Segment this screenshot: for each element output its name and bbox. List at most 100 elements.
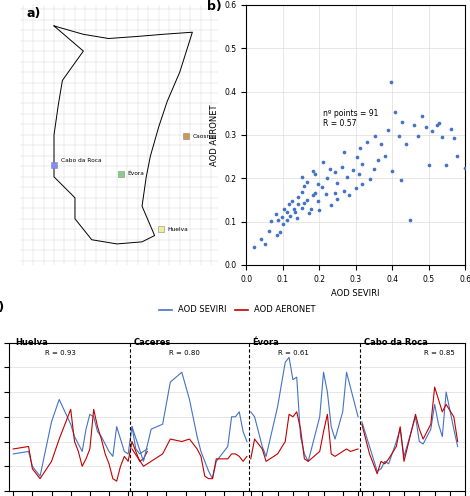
Point [352, 184, 360, 191]
Point [290, 205, 298, 213]
Point [355, 170, 363, 178]
Text: Huelva: Huelva [167, 227, 188, 232]
Point [333, 179, 341, 186]
Point [418, 112, 425, 120]
Point [358, 160, 366, 168]
Point [433, 121, 441, 129]
Point [453, 152, 461, 160]
Point [293, 214, 301, 222]
Point [345, 191, 353, 199]
X-axis label: AOD SEVIRI: AOD SEVIRI [331, 289, 380, 298]
Point [343, 173, 351, 181]
Point [280, 205, 288, 213]
Point [331, 168, 338, 176]
Point [273, 231, 281, 239]
Point [286, 212, 294, 220]
Point [356, 144, 363, 152]
Point [422, 123, 430, 131]
Point [425, 161, 433, 169]
Point [276, 228, 283, 236]
Text: Caceres: Caceres [134, 338, 171, 347]
Point [312, 170, 319, 178]
Point [304, 178, 311, 186]
Point [289, 197, 296, 205]
Text: c): c) [0, 301, 4, 314]
Text: Caosres: Caosres [193, 134, 216, 139]
Point [388, 167, 396, 175]
Point [301, 182, 308, 190]
Point [378, 140, 385, 148]
Point [315, 206, 323, 214]
Point [307, 205, 315, 213]
Text: b): b) [207, 0, 221, 13]
Point [370, 166, 378, 174]
Point [447, 125, 455, 133]
Point [314, 180, 322, 188]
Point [338, 163, 345, 171]
Point [272, 210, 280, 218]
Legend: AOD SEVIRI, AOD AERONET: AOD SEVIRI, AOD AERONET [156, 302, 319, 318]
Point [397, 176, 404, 184]
Point [464, 160, 470, 168]
Point [374, 156, 382, 164]
Point [358, 180, 366, 188]
Point [303, 196, 311, 204]
Text: R = 0.93: R = 0.93 [45, 350, 76, 356]
Point [298, 204, 306, 212]
Point [312, 189, 319, 197]
Point [381, 152, 389, 160]
Text: R = 0.80: R = 0.80 [169, 350, 200, 356]
Point [265, 227, 273, 235]
Point [300, 199, 307, 207]
Point [314, 196, 322, 204]
Point [340, 148, 348, 156]
Point [279, 221, 286, 229]
Point [298, 173, 306, 181]
Point [322, 190, 330, 198]
Text: Cabo da Roca: Cabo da Roca [364, 338, 428, 347]
Point [285, 200, 293, 208]
Point [399, 118, 406, 125]
Point [318, 183, 326, 190]
Text: Évora: Évora [253, 338, 280, 347]
Point [331, 189, 338, 197]
Point [305, 209, 313, 217]
Point [402, 140, 409, 148]
Text: nº points = 91
R = 0.57: nº points = 91 R = 0.57 [323, 109, 378, 128]
Point [367, 176, 374, 184]
Point [283, 216, 290, 224]
Text: a): a) [27, 7, 41, 20]
Point [262, 240, 269, 248]
Point [327, 201, 335, 209]
Point [384, 126, 392, 134]
Point [326, 165, 333, 173]
Point [450, 134, 458, 142]
Point [435, 119, 443, 127]
Point [274, 216, 282, 224]
Text: Huelva: Huelva [15, 338, 48, 347]
Y-axis label: AOD AERONET: AOD AERONET [210, 104, 219, 166]
Point [333, 195, 341, 203]
Point [415, 131, 422, 139]
Point [298, 188, 306, 196]
Point [428, 127, 436, 135]
Point [349, 166, 356, 174]
Point [340, 187, 347, 195]
Point [267, 217, 274, 225]
Point [462, 164, 469, 172]
Point [371, 132, 378, 140]
Point [396, 132, 403, 140]
Point [387, 78, 395, 86]
Point [309, 167, 317, 175]
Point [324, 174, 331, 182]
Point [353, 153, 360, 161]
Point [309, 191, 316, 199]
Point [363, 138, 371, 146]
Point [294, 200, 301, 208]
Text: R = 0.85: R = 0.85 [423, 350, 454, 356]
Point [294, 192, 302, 200]
Point [283, 208, 291, 216]
Text: Cabo da Roca: Cabo da Roca [61, 158, 102, 163]
Point [251, 243, 258, 251]
Text: Évora: Évora [127, 172, 144, 177]
